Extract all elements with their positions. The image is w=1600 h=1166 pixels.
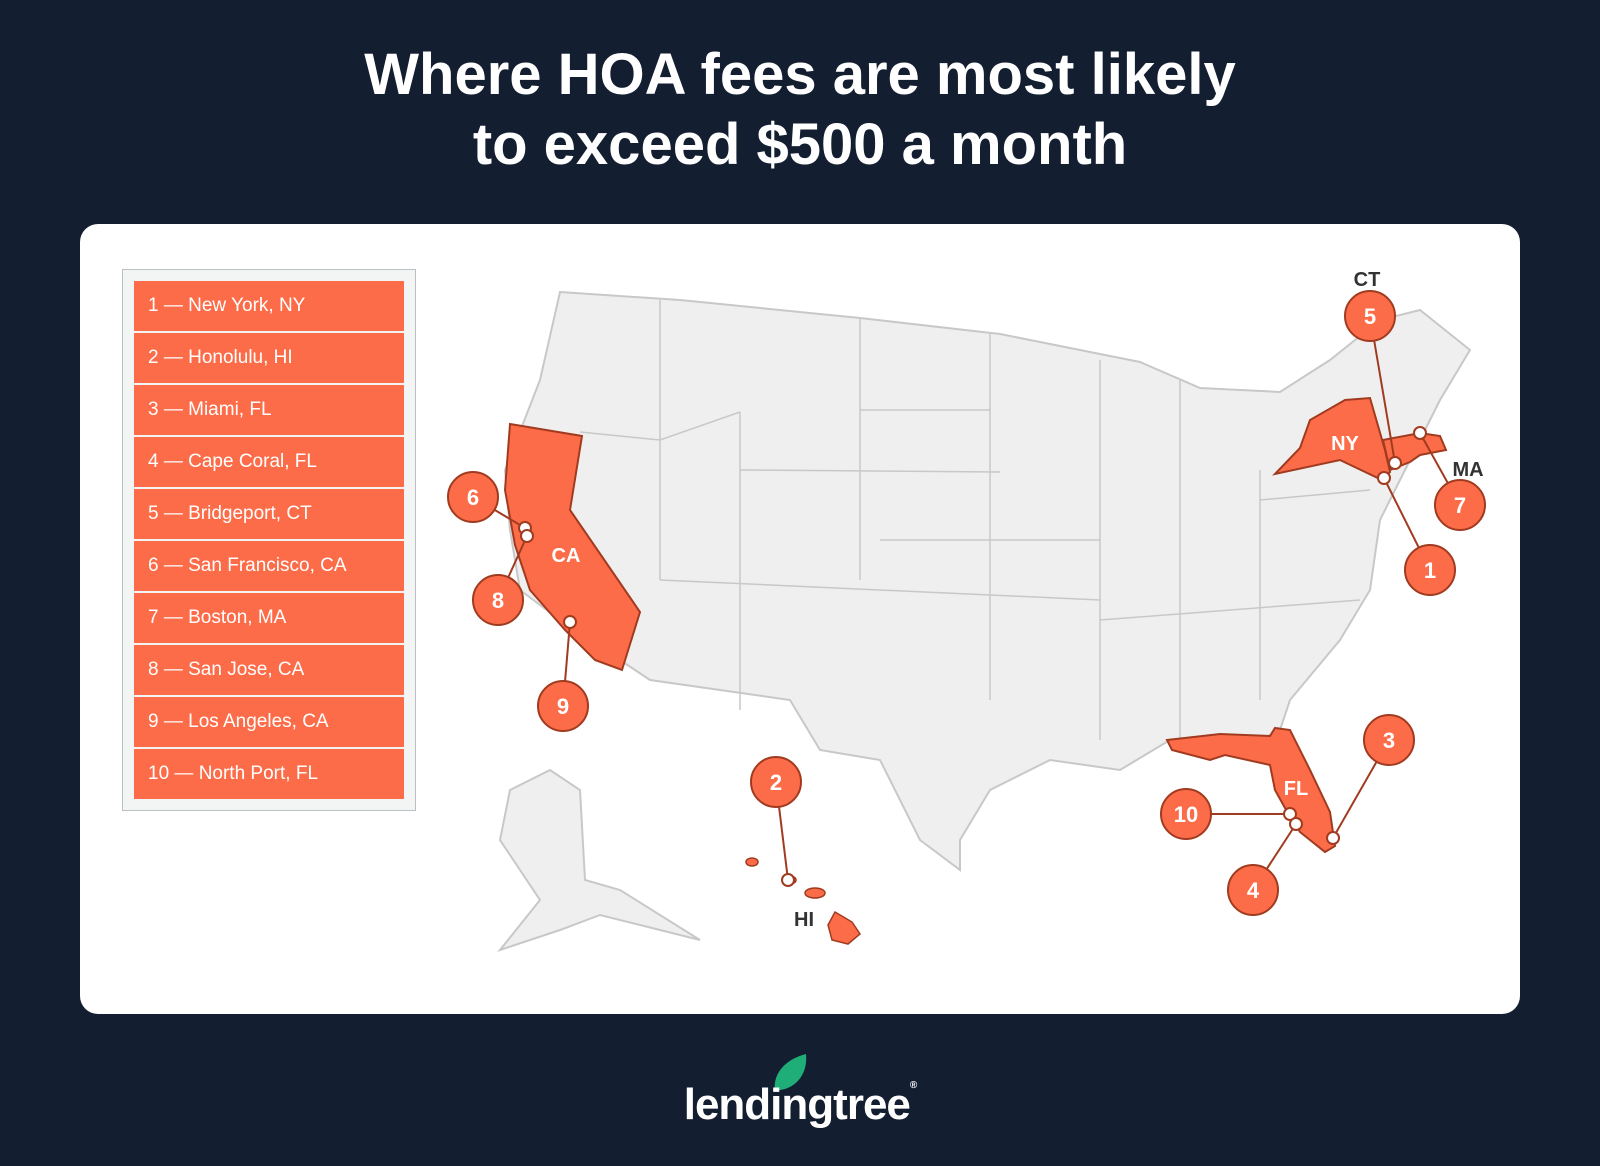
us-mainland-shape [503, 290, 1472, 872]
svg-text:3: 3 [1383, 728, 1395, 753]
legend-item: 2 — Honolulu, HI [134, 333, 404, 383]
marker-2: 2 [750, 756, 802, 808]
state-alaska [497, 768, 701, 953]
marker-10: 10 [1160, 788, 1212, 840]
legend-item: 3 — Miami, FL [134, 385, 404, 435]
svg-text:2: 2 [770, 770, 782, 795]
rank-markers: 1 2 3 4 5 6 7 8 9 10 [447, 290, 1486, 916]
marker-1: 1 [1404, 544, 1456, 596]
legend-item: 5 — Bridgeport, CT [134, 489, 404, 539]
marker-9: 9 [537, 680, 589, 732]
label-hi: HI [794, 909, 814, 931]
state-borders [579, 300, 1371, 740]
registered-mark: ® [909, 1080, 917, 1091]
marker-3: 3 [1363, 714, 1415, 766]
svg-text:6: 6 [467, 485, 479, 510]
brand-name: lendingtree [683, 1080, 911, 1129]
svg-text:8: 8 [492, 588, 504, 613]
label-fl: FL [1284, 778, 1308, 800]
title-line-1: Where HOA fees are most likely [364, 42, 1236, 107]
page-title: Where HOA fees are most likely to exceed… [0, 40, 1600, 180]
lendingtree-logo: lendingtree® [0, 1050, 1600, 1129]
marker-4: 4 [1227, 864, 1279, 916]
location-dots [518, 426, 1427, 887]
state-florida [1165, 726, 1337, 854]
marker-6: 6 [447, 471, 499, 523]
svg-text:9: 9 [557, 694, 569, 719]
svg-text:7: 7 [1454, 493, 1466, 518]
legend-item: 8 — San Jose, CA [134, 645, 404, 695]
marker-7: 7 [1434, 479, 1486, 531]
marker-8: 8 [472, 574, 524, 626]
label-ny: NY [1331, 433, 1359, 455]
svg-text:10: 10 [1174, 802, 1198, 827]
svg-text:4: 4 [1247, 878, 1260, 903]
legend-item: 6 — San Francisco, CA [134, 541, 404, 591]
label-ct: CT [1354, 269, 1381, 291]
svg-text:1: 1 [1424, 558, 1436, 583]
legend-item: 1 — New York, NY [134, 281, 404, 331]
marker-5: 5 [1344, 290, 1396, 342]
state-hawaii [745, 857, 861, 945]
label-ca: CA [552, 545, 581, 567]
legend-item: 4 — Cape Coral, FL [134, 437, 404, 487]
state-new-york [1272, 396, 1392, 482]
leaf-logo-icon [774, 1054, 807, 1092]
legend-item: 10 — North Port, FL [134, 749, 404, 799]
legend-item: 9 — Los Angeles, CA [134, 697, 404, 747]
state-california [503, 422, 642, 672]
svg-text:5: 5 [1364, 304, 1376, 329]
title-line-2: to exceed $500 a month [472, 112, 1128, 177]
ranking-legend: 1 — New York, NY 2 — Honolulu, HI 3 — Mi… [122, 269, 416, 811]
label-ma: MA [1452, 459, 1483, 481]
legend-item: 7 — Boston, MA [134, 593, 404, 643]
